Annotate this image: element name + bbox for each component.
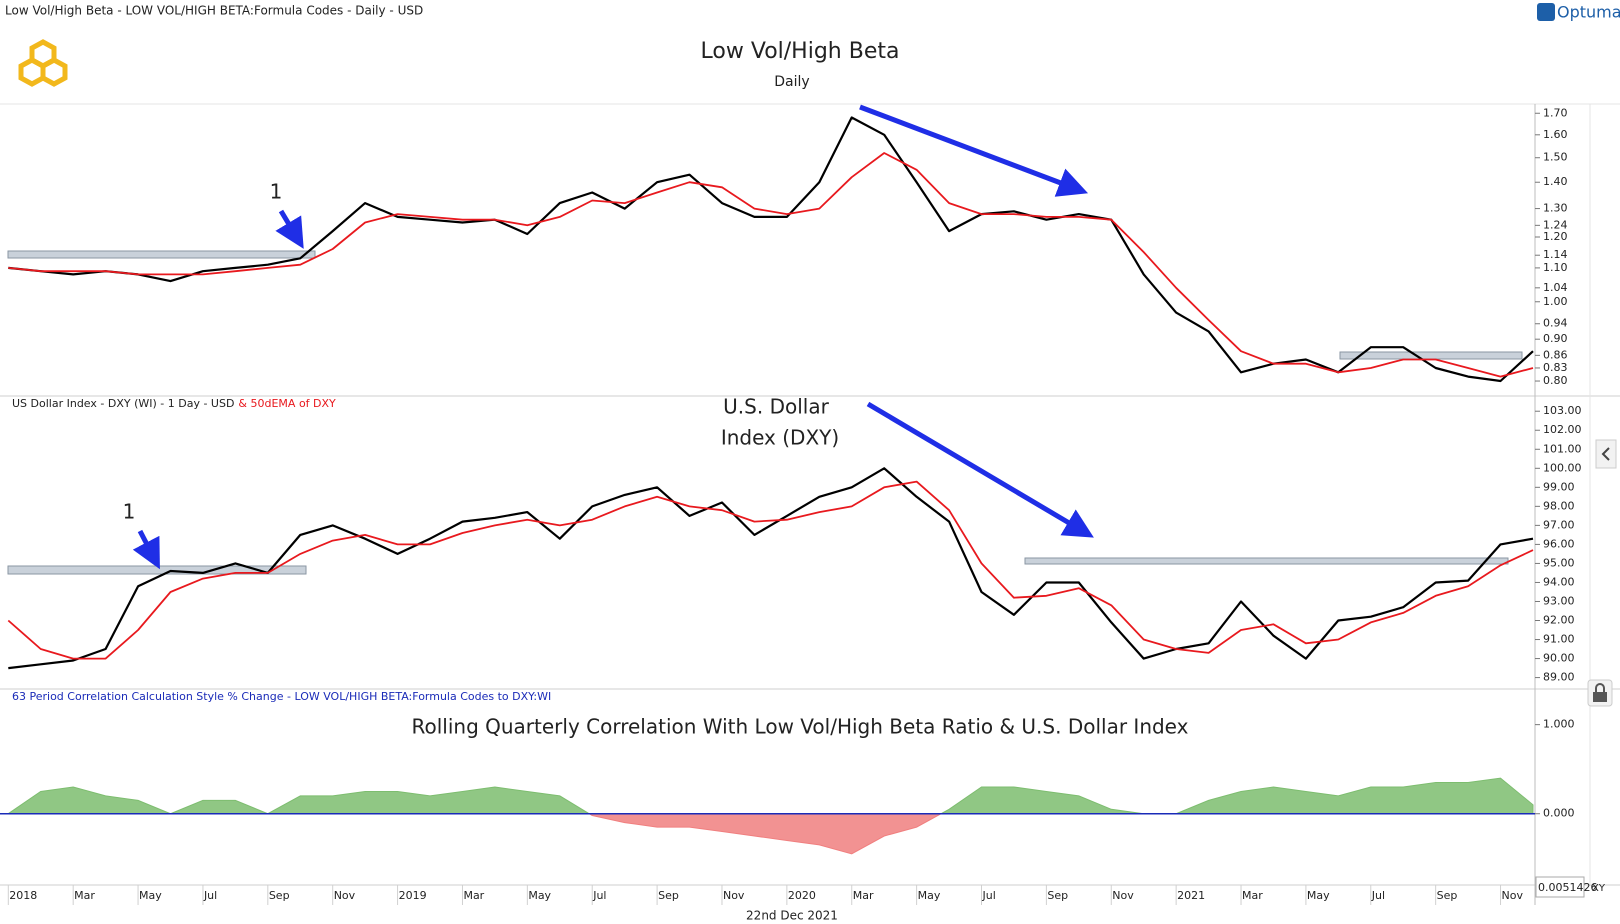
collapse-button[interactable] (1595, 439, 1617, 469)
x-tick-label: 2018 (9, 889, 37, 902)
x-tick-label: 2020 (788, 889, 816, 902)
y-tick-label: 89.00 (1543, 671, 1575, 684)
x-tick-label: May (918, 889, 941, 902)
series-line (8, 467, 1534, 670)
y-tick-label: 98.00 (1543, 499, 1575, 512)
arrows (132, 104, 1094, 570)
correlation-area (7, 777, 1534, 855)
x-tick-label: Mar (853, 889, 874, 902)
lock-icon (1595, 683, 1605, 692)
y-tick-label: 101.00 (1543, 442, 1582, 455)
y-tick-label: 95.00 (1543, 556, 1575, 569)
y-tick-label: 0.83 (1543, 361, 1568, 374)
brand-icon (1537, 3, 1555, 21)
y-tick-label: 1.50 (1543, 151, 1568, 164)
x-tick-label: 2021 (1177, 889, 1205, 902)
x-tick-label: Nov (334, 889, 356, 902)
y-tick-label: 1.30 (1543, 202, 1568, 215)
series-line (8, 152, 1534, 378)
panel-description: 63 Period Correlation Calculation Style … (12, 690, 551, 703)
y-tick-label: 103.00 (1543, 404, 1582, 417)
annotation: 1 (123, 500, 136, 524)
y-tick-label: 0.94 (1543, 317, 1568, 330)
y-tick-label: 1.04 (1543, 281, 1568, 294)
level-band (1024, 557, 1509, 565)
y-tick-label: 90.00 (1543, 652, 1575, 665)
y-tick-label: 94.00 (1543, 575, 1575, 588)
legend-entry: & 50dEMA of DXY (238, 397, 336, 410)
y-tick-label: 0.90 (1543, 332, 1568, 345)
y-tick-label: 102.00 (1543, 423, 1582, 436)
y-tick-label: 99.00 (1543, 480, 1575, 493)
x-tick-label: May (1307, 889, 1330, 902)
chart-subtitle: Daily (774, 74, 809, 90)
x-tick-label: Sep (269, 889, 290, 902)
x-tick-label: Sep (1047, 889, 1068, 902)
y-tick-label: 1.40 (1543, 175, 1568, 188)
y-tick-label: 0.86 (1543, 348, 1568, 361)
y-tick-label: 91.00 (1543, 633, 1575, 646)
y-tick-label: 1.24 (1543, 218, 1568, 231)
date-footer: 22nd Dec 2021 (746, 909, 838, 923)
x-tick-label: Nov (723, 889, 745, 902)
chart-title: Low Vol/High Beta (701, 39, 900, 64)
y-tick-label: 93.00 (1543, 594, 1575, 607)
legend-entry: US Dollar Index - DXY (WI) - 1 Day - USD (12, 397, 234, 410)
cursor-value: 0.0051426 (1538, 881, 1598, 894)
lock-icon (1593, 692, 1607, 702)
y-tick-label: 1.14 (1543, 248, 1568, 261)
x-tick-label: Jul (982, 889, 996, 902)
y-tick-label: 92.00 (1543, 614, 1575, 627)
y-tick-label: 100.00 (1543, 461, 1582, 474)
x-tick-label: Nov (1502, 889, 1524, 902)
x-tick-label: Jul (592, 889, 606, 902)
series-line (7, 480, 1534, 660)
x-tick-label: Sep (1437, 889, 1458, 902)
brand: Optuma (1557, 3, 1620, 22)
x-tick-label: Sep (658, 889, 679, 902)
y-tick-label: 1.000 (1543, 718, 1575, 731)
y-tick-label: 1.10 (1543, 261, 1568, 274)
y-tick-label: 0.80 (1543, 374, 1568, 387)
panel-title: Rolling Quarterly Correlation With Low V… (412, 715, 1189, 739)
y-tick-label: 96.00 (1543, 537, 1575, 550)
level-band (7, 250, 316, 259)
y-tick-label: 0.000 (1543, 807, 1575, 820)
x-tick-label: May (139, 889, 162, 902)
y-tick-label: 1.20 (1543, 230, 1568, 243)
x-tick-label: Mar (74, 889, 95, 902)
annotation: Index (DXY) (721, 426, 839, 450)
axis-mode[interactable]: XY (1592, 883, 1606, 894)
y-tick-label: 1.70 (1543, 106, 1568, 119)
x-tick-label: 2019 (399, 889, 427, 902)
header-title: Low Vol/High Beta - LOW VOL/HIGH BETA:Fo… (5, 4, 423, 18)
logo (18, 39, 68, 87)
y-tick-label: 1.60 (1543, 128, 1568, 141)
x-tick-label: May (528, 889, 551, 902)
x-tick-label: Nov (1112, 889, 1134, 902)
level-band (1339, 351, 1523, 360)
x-tick-label: Jul (1371, 889, 1385, 902)
y-tick-label: 1.00 (1543, 295, 1568, 308)
annotation: 1 (270, 180, 283, 204)
collapse-icon (1601, 447, 1610, 461)
x-tick-label: Mar (463, 889, 484, 902)
y-tick-label: 97.00 (1543, 518, 1575, 531)
x-tick-label: Jul (203, 889, 217, 902)
x-tick-label: Mar (1242, 889, 1263, 902)
cursor-box (1535, 876, 1585, 898)
annotation: U.S. Dollar (723, 395, 829, 419)
